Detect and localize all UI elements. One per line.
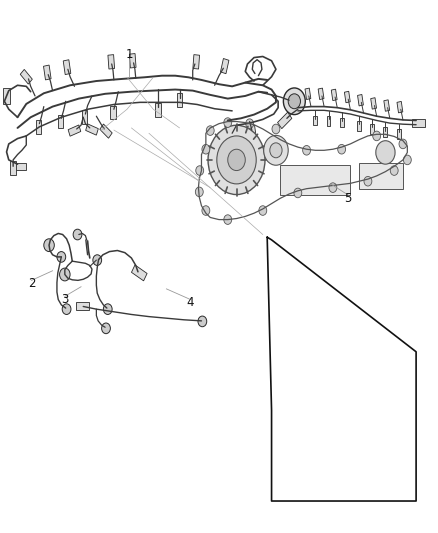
Circle shape — [403, 155, 411, 165]
Circle shape — [390, 166, 398, 175]
Polygon shape — [371, 98, 377, 109]
Circle shape — [364, 176, 372, 186]
Polygon shape — [384, 127, 387, 137]
Polygon shape — [10, 161, 16, 175]
Circle shape — [303, 146, 311, 155]
Text: 2: 2 — [28, 277, 35, 290]
Circle shape — [228, 149, 245, 171]
Circle shape — [60, 268, 70, 281]
Polygon shape — [155, 103, 160, 117]
Circle shape — [338, 144, 346, 154]
Circle shape — [195, 187, 203, 197]
Polygon shape — [58, 115, 64, 128]
Polygon shape — [193, 54, 200, 69]
Polygon shape — [76, 302, 89, 310]
Polygon shape — [331, 89, 337, 101]
Circle shape — [259, 206, 267, 215]
Circle shape — [93, 255, 102, 265]
Circle shape — [283, 88, 305, 115]
Text: 1: 1 — [125, 48, 133, 61]
Polygon shape — [412, 119, 425, 126]
Polygon shape — [326, 116, 330, 126]
Polygon shape — [370, 124, 374, 134]
Polygon shape — [43, 65, 51, 80]
Text: 4: 4 — [187, 296, 194, 309]
Circle shape — [102, 323, 110, 334]
Polygon shape — [340, 118, 343, 127]
Polygon shape — [220, 59, 229, 74]
Circle shape — [373, 131, 381, 141]
Polygon shape — [35, 120, 41, 134]
Polygon shape — [20, 69, 32, 84]
Polygon shape — [108, 54, 115, 69]
Polygon shape — [249, 125, 257, 140]
Circle shape — [198, 316, 207, 327]
Polygon shape — [3, 88, 10, 104]
Polygon shape — [397, 101, 403, 113]
Circle shape — [294, 188, 302, 198]
Polygon shape — [357, 94, 364, 106]
Polygon shape — [131, 265, 147, 281]
Circle shape — [103, 304, 112, 314]
Circle shape — [272, 124, 280, 134]
Polygon shape — [397, 129, 400, 139]
Circle shape — [399, 139, 407, 149]
Circle shape — [73, 229, 82, 240]
Circle shape — [206, 126, 214, 135]
Text: 5: 5 — [345, 192, 352, 205]
Polygon shape — [384, 100, 390, 111]
Polygon shape — [177, 93, 182, 107]
Polygon shape — [100, 124, 112, 138]
Polygon shape — [68, 125, 81, 136]
Circle shape — [329, 183, 337, 192]
Circle shape — [376, 141, 395, 164]
Circle shape — [288, 94, 300, 109]
Polygon shape — [226, 127, 236, 144]
Circle shape — [202, 144, 210, 154]
Circle shape — [217, 136, 256, 184]
Polygon shape — [63, 60, 71, 75]
Circle shape — [270, 143, 282, 158]
Circle shape — [202, 206, 210, 215]
Circle shape — [246, 119, 254, 128]
Circle shape — [196, 166, 204, 175]
Circle shape — [44, 239, 54, 252]
Circle shape — [57, 252, 66, 262]
Polygon shape — [81, 110, 87, 124]
Polygon shape — [110, 106, 116, 119]
Bar — [280, 165, 350, 195]
Polygon shape — [14, 163, 26, 170]
Circle shape — [224, 118, 232, 127]
Bar — [359, 163, 403, 189]
Circle shape — [264, 135, 288, 165]
Polygon shape — [129, 53, 136, 68]
Polygon shape — [86, 124, 98, 135]
Polygon shape — [344, 91, 350, 103]
Polygon shape — [305, 88, 311, 100]
Polygon shape — [357, 121, 361, 131]
Polygon shape — [314, 116, 317, 125]
Text: 3: 3 — [61, 293, 68, 306]
Circle shape — [62, 304, 71, 314]
Polygon shape — [318, 88, 324, 100]
Polygon shape — [278, 112, 292, 128]
Circle shape — [224, 215, 232, 224]
Circle shape — [208, 125, 265, 195]
